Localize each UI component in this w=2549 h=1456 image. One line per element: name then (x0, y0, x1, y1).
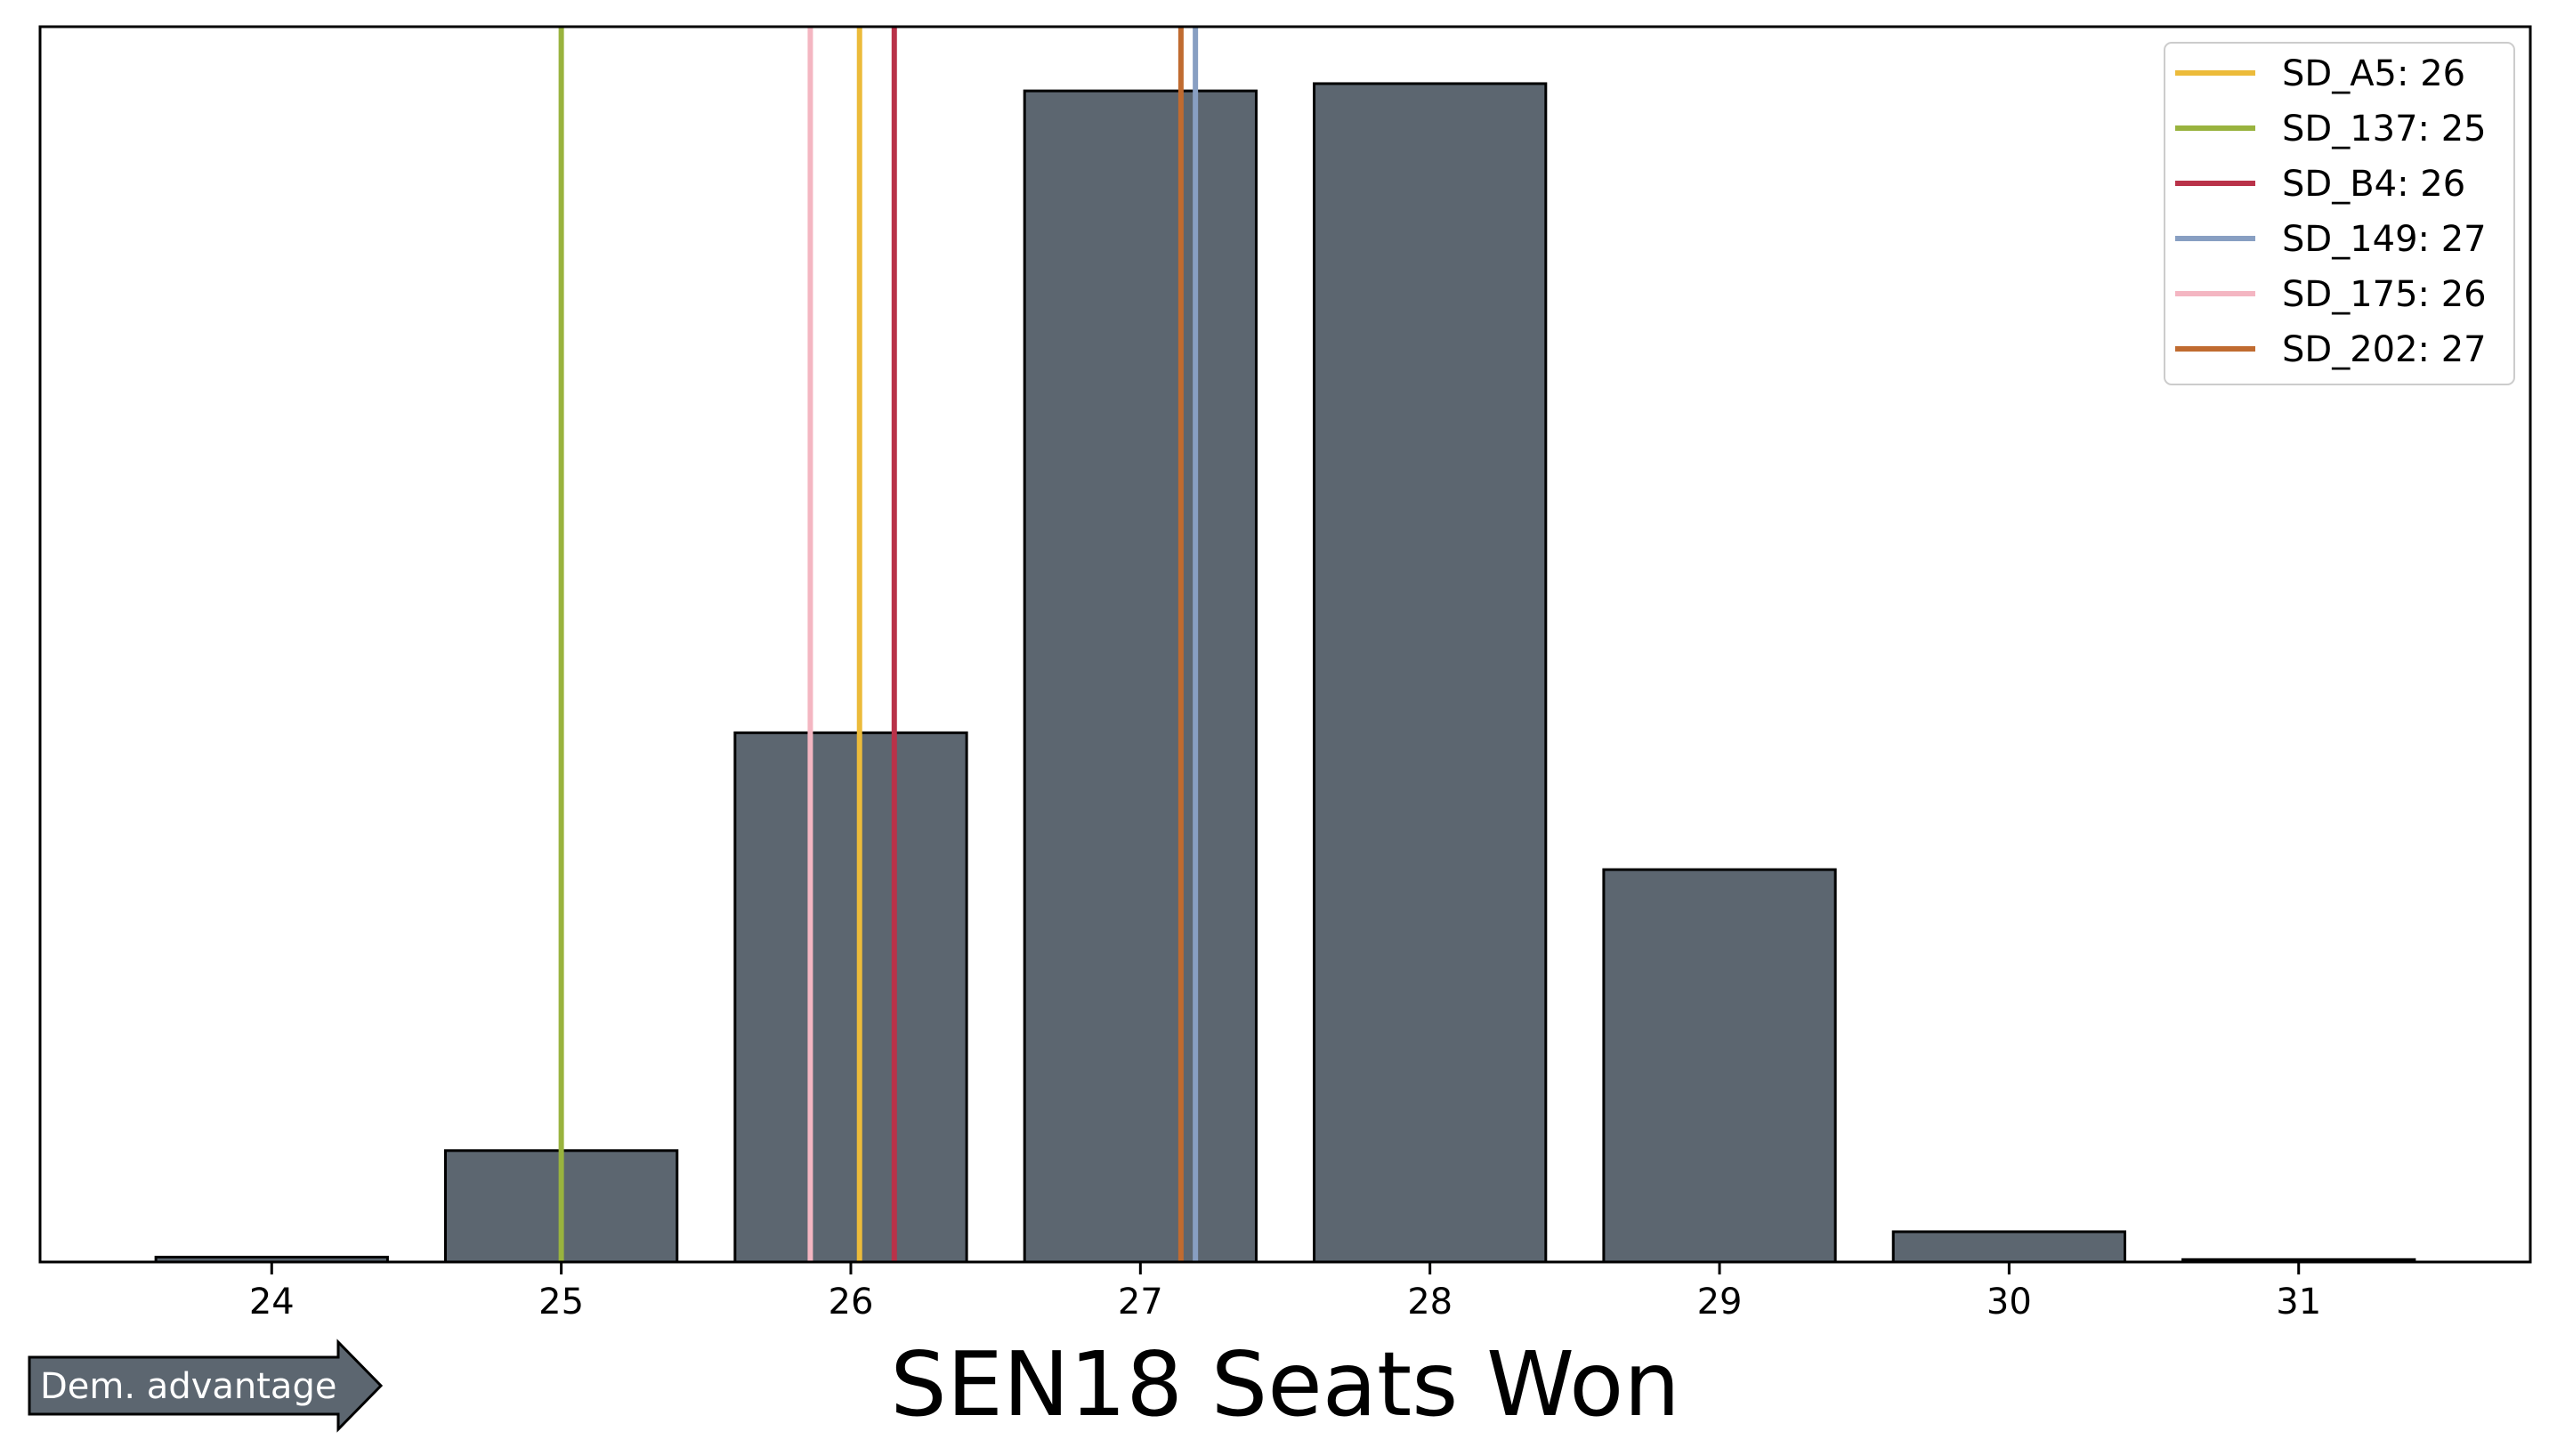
bar-28 (1313, 82, 1548, 1264)
legend-entry-label: SD_B4: 26 (2282, 164, 2465, 205)
x-axis-label: SEN18 Seats Won (890, 1332, 1679, 1436)
x-tick-label-24: 24 (249, 1282, 295, 1323)
x-tick-label-29: 29 (1697, 1282, 1743, 1323)
legend-entry-label: SD_149: 27 (2282, 219, 2487, 260)
bar-30 (1891, 1230, 2127, 1264)
x-tick-label-26: 26 (829, 1282, 874, 1323)
arrow-label: Dem. advantage (40, 1366, 336, 1407)
x-tick-label-27: 27 (1118, 1282, 1163, 1323)
bar-26 (733, 731, 968, 1264)
dem-advantage-arrow: Dem. advantage (28, 1339, 384, 1433)
bar-27 (1023, 89, 1258, 1264)
x-tick-label-28: 28 (1407, 1282, 1453, 1323)
reference-lines-layer (558, 27, 1199, 1262)
legend-entry-label: SD_202: 27 (2282, 329, 2487, 370)
legend: SD_A5: 26 SD_137: 25 SD_B4: 26 SD_149: 27 SD… (2164, 42, 2515, 385)
legend-entry-label: SD_137: 25 (2282, 109, 2487, 150)
x-tick-label-25: 25 (538, 1282, 584, 1323)
x-tick-label-30: 30 (1987, 1282, 2032, 1323)
arrow-shape (28, 1339, 384, 1433)
x-tick-label-31: 31 (2276, 1282, 2321, 1323)
x-axis-ticks: 24 25 26 27 28 29 30 31 (249, 1262, 2321, 1323)
legend-entry-label: SD_175: 26 (2282, 274, 2487, 315)
plot-frame (38, 25, 2532, 1264)
bar-29 (1602, 868, 1837, 1264)
bars-layer (154, 82, 2416, 1264)
legend-entry-label: SD_A5: 26 (2282, 53, 2465, 94)
